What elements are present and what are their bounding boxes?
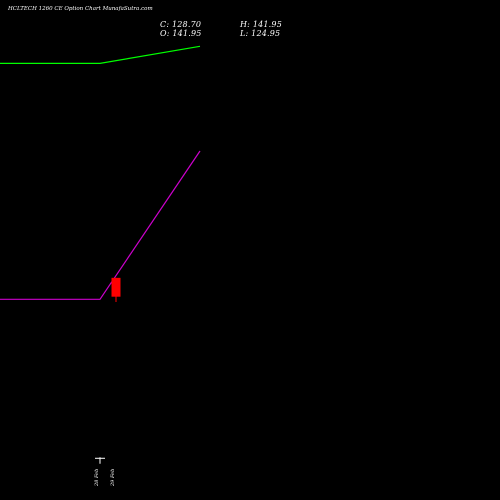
candle-body-1 [95,457,105,459]
x-tick-label-2: 29 Feb [110,469,116,487]
high-value: H: 141.95 [240,20,283,29]
open-value: O: 141.95 [160,29,202,38]
close-value: C: 128.70 [160,20,202,29]
low-value: L: 124.95 [240,29,281,38]
series-line-2 [0,150,201,300]
x-tick-label-1: 28 Feb [94,469,100,487]
series-line-1 [0,45,201,65]
candle-body-2 [111,277,121,297]
chart-title: HCLTECH 1260 CE Option Chart MunafaSutra… [8,6,153,12]
